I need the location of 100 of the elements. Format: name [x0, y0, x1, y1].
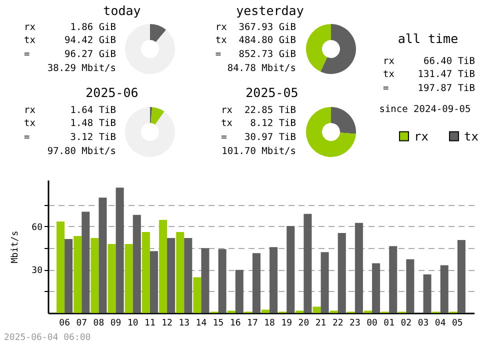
bar [286, 226, 295, 313]
text: 30.97 TiB [244, 131, 296, 144]
bar [201, 248, 210, 313]
x-tick-label: 04 [434, 318, 446, 328]
x-tick-label: 08 [93, 318, 104, 328]
bar [312, 306, 321, 313]
text: 22.85 TiB [244, 104, 296, 117]
bar [142, 232, 150, 313]
y-axis-title: Mbit/s [10, 230, 21, 264]
text: rx [24, 21, 36, 34]
text: rx [221, 104, 233, 117]
text: tx [383, 68, 394, 81]
chart-title: today [103, 3, 141, 18]
bar [64, 238, 73, 313]
text: 484.80 GiB [238, 34, 296, 47]
text: 1.86 GiB [70, 21, 116, 34]
x-tick-label: 06 [59, 318, 70, 328]
text: tx [215, 34, 227, 47]
chart-title: 2025-06 [86, 85, 138, 100]
x-tick-label: 09 [110, 318, 122, 328]
chart-title: yesterday [236, 3, 304, 18]
text: rx [383, 55, 394, 68]
x-tick-label: 18 [264, 318, 275, 328]
bar [457, 240, 466, 313]
text: = [215, 48, 222, 61]
text: 367.93 GiB [238, 21, 296, 34]
x-tick-label: 14 [196, 318, 207, 328]
text: rx [215, 21, 227, 34]
bar [193, 277, 202, 313]
chart-title: 2025-05 [246, 85, 298, 100]
text: rx [24, 104, 36, 117]
x-tick-label: 07 [76, 318, 88, 328]
x-tick-label: 05 [452, 318, 463, 328]
bar [167, 238, 176, 313]
x-tick-label: 19 [281, 318, 292, 328]
text: 1.64 TiB [70, 104, 116, 117]
x-tick-label: 13 [178, 318, 190, 328]
text: 3.12 TiB [70, 131, 116, 144]
x-tick-label: 22 [332, 318, 344, 328]
x-tick-label: 15 [212, 318, 224, 328]
bar [252, 253, 260, 313]
legend-label: tx [464, 129, 478, 144]
text: since 2024-09-05 [378, 103, 472, 116]
bar [338, 233, 346, 313]
bar [82, 212, 90, 313]
x-tick-label: 10 [127, 318, 138, 328]
text: 97.80 Mbit/s [46, 145, 116, 158]
text: = [383, 82, 389, 95]
donut-slice [306, 107, 356, 157]
bar [304, 214, 312, 313]
bar [218, 249, 226, 313]
bar [262, 310, 270, 313]
bar [320, 252, 329, 313]
x-tick-label: 11 [144, 318, 156, 328]
bar [389, 246, 398, 313]
text: = [24, 131, 30, 144]
x-tick-label: 02 [400, 318, 412, 328]
y-tick-label: 60 [32, 222, 42, 233]
text: 96.27 GiB [64, 48, 116, 61]
x-tick-label: 00 [366, 318, 378, 328]
text: tx [221, 117, 233, 130]
bar [56, 221, 65, 313]
bar [235, 270, 244, 313]
text: tx [24, 34, 36, 47]
bar [116, 188, 124, 313]
x-tick-label: 16 [230, 318, 241, 328]
text: = [221, 131, 227, 144]
text: 38.29 Mbit/s [46, 62, 116, 75]
bar [440, 265, 448, 313]
x-tick-label: 03 [418, 318, 429, 328]
bar [423, 274, 432, 313]
x-tick-label: 20 [298, 318, 310, 328]
text: 197.87 TiB [418, 82, 475, 95]
bar [354, 222, 363, 313]
text: 8.12 TiB [250, 117, 296, 130]
x-tick-label: 21 [315, 318, 326, 328]
donut-slice [125, 107, 175, 157]
x-tick-label: 01 [384, 318, 395, 328]
text: 2025-06-04 06:00 [4, 333, 91, 343]
bar [108, 244, 116, 313]
bar [184, 238, 192, 313]
x-tick-label: 12 [162, 318, 172, 328]
y-tick-label: 30 [32, 266, 42, 276]
donut-slice [150, 107, 164, 125]
donut-slice [331, 107, 356, 134]
legend-label: rx [414, 129, 428, 144]
bar [90, 238, 99, 313]
bar [406, 259, 414, 313]
bar [124, 244, 133, 313]
bar [159, 220, 168, 313]
donut-slice [306, 24, 331, 72]
bar [270, 247, 278, 313]
bar [132, 214, 141, 313]
donut-slice [320, 24, 356, 74]
bar [98, 198, 107, 313]
text: 94.42 GiB [64, 34, 116, 47]
text: 852.73 GiB [238, 48, 296, 61]
text: 131.47 TiB [418, 68, 475, 81]
text: = [24, 48, 30, 61]
x-tick-label: 23 [350, 318, 360, 328]
